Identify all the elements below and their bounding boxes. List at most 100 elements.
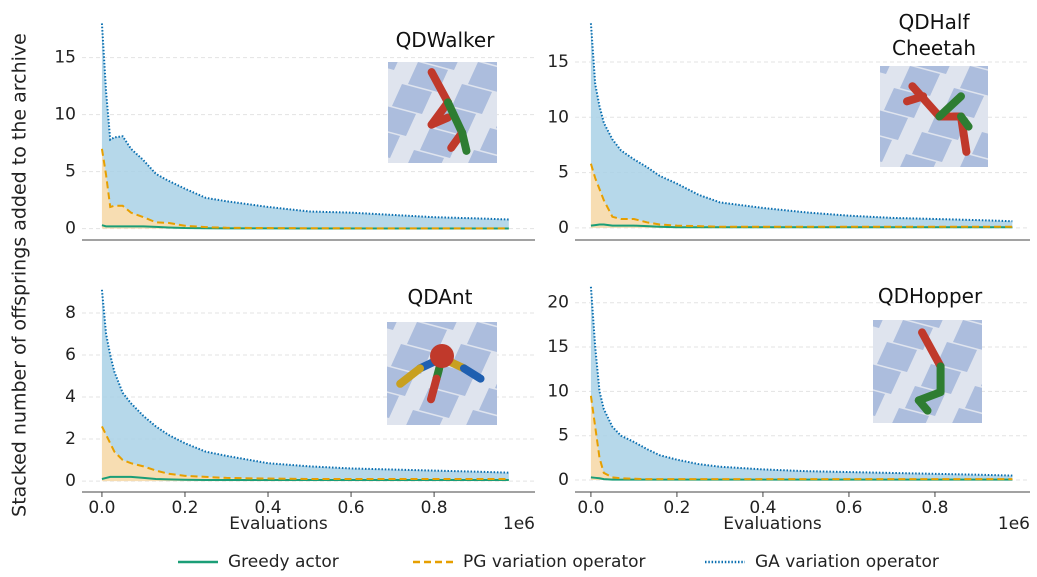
- limb: [957, 112, 973, 131]
- floor-tile: [424, 62, 458, 70]
- series-line: [589, 163, 1013, 228]
- floor-tile: [508, 172, 548, 202]
- floor-tile: [900, 154, 936, 167]
- floor-tile: [387, 432, 427, 462]
- chart-title: QDHopper: [877, 284, 983, 308]
- area-fill: [101, 148, 509, 229]
- floor-tile: [395, 256, 435, 286]
- floor-tile: [1000, 176, 1037, 206]
- floor-tile: [335, 256, 375, 286]
- area-fill: [101, 426, 509, 482]
- robot-illustration: [259, 256, 563, 462]
- floor-tile: [288, 62, 328, 92]
- limb: [427, 68, 452, 107]
- floor-tile: [259, 278, 299, 308]
- floor-tile: [916, 66, 950, 74]
- floor-tile: [336, 0, 376, 26]
- limb: [460, 364, 485, 383]
- floor-tile: [993, 430, 1033, 460]
- floor-tile: [796, 44, 836, 74]
- floor-tile: [303, 300, 343, 330]
- series-line: [101, 425, 509, 480]
- floor-tile: [388, 172, 428, 202]
- floor-tile: [821, 254, 861, 284]
- floor-tile: [468, 62, 497, 92]
- floor-tile: [840, 66, 880, 96]
- floor-tile: [969, 320, 982, 324]
- y-tick-label: 10: [54, 105, 76, 125]
- chart-title: QDAnt: [407, 285, 473, 309]
- floor-tile: [468, 150, 497, 163]
- x-tick-label: 0.8: [421, 498, 448, 518]
- robot-illustration: [288, 0, 580, 202]
- y-tick-label: 2: [65, 429, 76, 449]
- area-fill: [101, 23, 509, 229]
- y-tick-label: 5: [558, 163, 569, 183]
- floor-tile: [873, 320, 883, 328]
- floor-tile: [805, 276, 845, 306]
- floor-tile: [745, 276, 785, 306]
- floor-tile: [348, 62, 388, 92]
- x-tick-label: 0.2: [663, 498, 690, 518]
- floor-tile: [495, 383, 497, 389]
- floor-tile: [406, 410, 443, 425]
- scene: [752, 0, 1037, 206]
- y-tick-label: 10: [547, 107, 569, 127]
- series-line: [590, 223, 1013, 229]
- floor-tile: [761, 254, 801, 284]
- x-tick-label: 0.4: [254, 498, 281, 518]
- floor-tile: [940, 176, 980, 206]
- x-axis-label: Evaluations: [723, 514, 822, 534]
- x-tick-label: 0.0: [88, 498, 115, 518]
- floor-tile: [780, 66, 820, 96]
- y-tick-label: 8: [65, 303, 76, 323]
- y-tick-label: 6: [65, 345, 76, 365]
- y-tick-label: 15: [547, 52, 569, 72]
- scene: [288, 0, 580, 202]
- floor-tile: [880, 66, 890, 74]
- body: [430, 343, 454, 368]
- floor-tile: [396, 0, 436, 26]
- floor-tile: [988, 110, 1028, 140]
- x-axis-label: Evaluations: [229, 514, 328, 534]
- floor-tile: [877, 342, 917, 372]
- legend-label: PG variation operator: [463, 552, 646, 572]
- y-tick-label: 0: [558, 470, 569, 490]
- floor-tile: [512, 84, 552, 114]
- floor-tile: [1032, 132, 1037, 162]
- floor-tile: [320, 18, 360, 48]
- chart-title: QDHalf Cheetah: [891, 10, 977, 60]
- floor-tile: [523, 410, 563, 440]
- series-line: [589, 395, 1013, 481]
- floor-tile: [540, 128, 580, 158]
- floor-tile: [1025, 386, 1037, 416]
- floor-tile: [511, 344, 551, 374]
- floor-tile: [960, 66, 988, 96]
- floor-tile: [824, 88, 864, 118]
- robot-illustration: [745, 254, 1037, 460]
- floor-tile: [343, 410, 383, 440]
- floor-tile: [773, 320, 813, 350]
- floor-tile: [347, 322, 387, 352]
- floor-tile: [997, 342, 1037, 372]
- floor-tile: [752, 22, 792, 52]
- floor-tile: [387, 392, 399, 418]
- series-line: [100, 289, 509, 474]
- floor-tile: [447, 432, 487, 462]
- floor-tile: [388, 106, 416, 136]
- series-line: [100, 148, 509, 230]
- floor-tile: [388, 132, 400, 158]
- floor-tile: [315, 366, 355, 396]
- floor-tile: [828, 0, 868, 30]
- floor-tile: [480, 128, 497, 155]
- floor-tile: [479, 388, 497, 415]
- floor-tile: [456, 0, 496, 26]
- floor-tile: [912, 132, 952, 162]
- limb: [396, 364, 424, 388]
- x-tick-label: 0.8: [921, 498, 948, 518]
- series-line: [589, 23, 1013, 223]
- floor-tile: [484, 62, 497, 66]
- floor-tile: [801, 364, 841, 394]
- floor-tile: [499, 278, 539, 308]
